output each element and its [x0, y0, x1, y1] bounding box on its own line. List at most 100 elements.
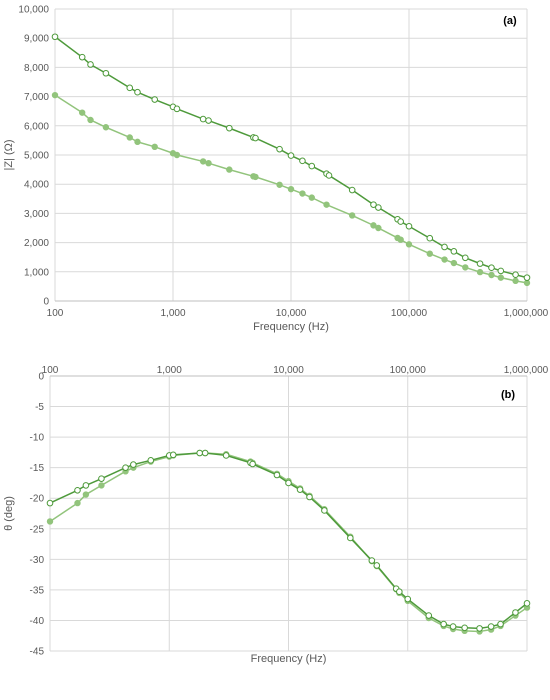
- x-tick-label: 100: [42, 365, 59, 376]
- data-point: [306, 493, 313, 501]
- data-point: [450, 248, 458, 255]
- data-point: [199, 158, 207, 165]
- data-point: [126, 84, 134, 92]
- data-point: [450, 259, 458, 267]
- data-point: [196, 449, 203, 457]
- series-open: [46, 449, 531, 632]
- y-tick-label: -35: [30, 585, 45, 596]
- y-tick-label: -25: [30, 524, 45, 535]
- data-point: [287, 152, 295, 159]
- data-point: [396, 588, 403, 596]
- data-point: [134, 138, 141, 146]
- data-point: [397, 218, 404, 225]
- series-open: [51, 33, 531, 281]
- x-tick-label: 10,000: [273, 365, 304, 376]
- y-tick-label: 9,000: [24, 34, 49, 45]
- impedance-magnitude-chart: 0 1,000 2,000 3,000 4,000 5,000 6,000 7,000 8,00…: [3, 5, 549, 334]
- data-point: [497, 620, 504, 628]
- data-point: [78, 53, 86, 61]
- data-point: [51, 91, 59, 99]
- data-point: [226, 166, 233, 173]
- series-line: [54, 94, 528, 284]
- data-point: [82, 482, 90, 489]
- data-point: [102, 69, 110, 77]
- data-point: [249, 460, 256, 468]
- data-point: [370, 201, 377, 208]
- data-point: [205, 117, 212, 124]
- y-tick-label: -30: [30, 555, 45, 566]
- data-point: [130, 461, 137, 468]
- data-point: [440, 620, 447, 628]
- data-point: [98, 475, 105, 482]
- data-point: [82, 491, 90, 498]
- data-point: [425, 612, 433, 619]
- data-point: [308, 194, 315, 201]
- data-point: [323, 201, 330, 208]
- panel-label: (a): [503, 15, 517, 27]
- data-point: [222, 452, 230, 459]
- data-point: [273, 471, 281, 479]
- y-tick-label: 2,000: [24, 238, 49, 249]
- y-tick-label: 5,000: [24, 151, 49, 162]
- data-point: [98, 482, 105, 489]
- y-tick-label: 0: [43, 297, 49, 308]
- data-point: [74, 486, 81, 494]
- data-point: [122, 464, 129, 471]
- data-point: [226, 124, 233, 132]
- data-point: [169, 451, 177, 459]
- data-point: [476, 260, 484, 267]
- data-point: [512, 609, 519, 616]
- y-tick-label: -10: [30, 433, 45, 444]
- data-point: [296, 486, 304, 493]
- data-point: [87, 116, 94, 124]
- x-tick-label: 1,000,000: [504, 365, 549, 376]
- data-point: [102, 124, 110, 131]
- y-tick-label: -45: [30, 647, 45, 658]
- x-tick-label: 1,000: [160, 308, 185, 319]
- data-point: [276, 181, 283, 188]
- data-point: [370, 222, 377, 229]
- data-point: [46, 499, 54, 507]
- x-tick-label: 100,000: [391, 308, 428, 319]
- data-point: [287, 185, 295, 193]
- data-point: [476, 625, 483, 632]
- data-point: [199, 115, 207, 123]
- data-point: [375, 224, 382, 232]
- series-line: [49, 452, 528, 633]
- data-point: [426, 250, 433, 257]
- y-tick-label: -15: [30, 463, 45, 474]
- data-point: [151, 143, 158, 151]
- y-tick-label: 7,000: [24, 92, 49, 103]
- y-tick-label: 6,000: [24, 121, 49, 132]
- y-axis-title: |Z| (Ω): [3, 139, 15, 170]
- data-point: [173, 105, 181, 113]
- data-point: [405, 241, 413, 248]
- data-point: [375, 204, 382, 211]
- data-point: [325, 172, 333, 179]
- series-line: [49, 452, 528, 630]
- phase-angle-chart: 0 -5 -10 -15 -20 -25 -30 -35 -40 -45 100 1,000 10,00…: [3, 365, 549, 665]
- x-tick-label: 100: [47, 308, 64, 319]
- data-point: [426, 234, 434, 242]
- data-point: [347, 534, 354, 542]
- x-tick-label: 1,000,000: [504, 308, 549, 319]
- data-point: [488, 271, 495, 279]
- panel-label: (b): [501, 389, 515, 401]
- y-tick-label: -20: [30, 494, 45, 505]
- y-tick-label: 0: [38, 372, 44, 383]
- data-point: [308, 162, 316, 170]
- data-point: [523, 600, 531, 607]
- data-point: [462, 264, 469, 271]
- data-point: [404, 595, 412, 603]
- data-point: [512, 271, 519, 279]
- y-tick-label: -40: [30, 616, 45, 627]
- data-point: [147, 457, 155, 464]
- data-point: [487, 623, 495, 630]
- data-point: [348, 186, 356, 194]
- data-point: [252, 134, 259, 142]
- data-point: [441, 256, 448, 263]
- data-point: [276, 145, 283, 153]
- data-point: [173, 151, 181, 159]
- y-tick-label: 3,000: [24, 209, 49, 220]
